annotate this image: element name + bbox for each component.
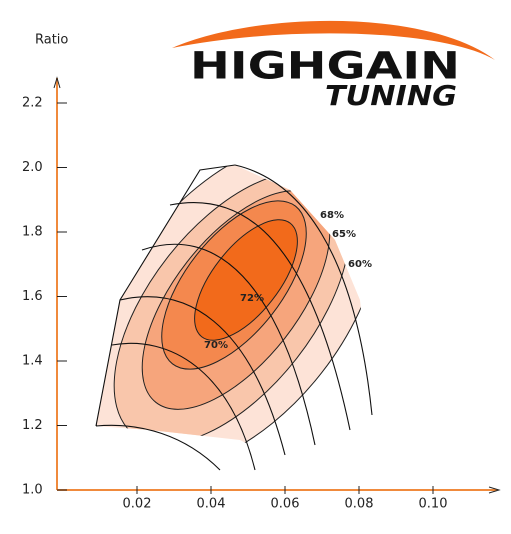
- y-tick-label: 1.6: [22, 289, 43, 304]
- logo-swoosh: [172, 20, 495, 60]
- axis-arrow: [53, 76, 61, 89]
- y-tick-label: 1.4: [22, 354, 43, 369]
- efficiency-label: 70%: [204, 340, 228, 351]
- y-axis-label: Ratio: [35, 33, 68, 48]
- y-tick-label: 1.0: [22, 483, 43, 498]
- surge-line: [95, 164, 236, 427]
- speed-line: [169, 201, 351, 431]
- logo: HIGHGAIN TUNING: [172, 20, 495, 112]
- logo-top: HIGHGAIN: [190, 45, 460, 88]
- speed-line: [111, 342, 256, 471]
- x-tick-label: 0.02: [123, 497, 152, 512]
- x-tick-label: 0.06: [271, 497, 300, 512]
- axes: 1.0 1.2 1.4 1.6 1.8 2.0 2.2 0.02 0.04 0.06 0.08 0.1…: [22, 76, 501, 512]
- speed-line: [119, 296, 286, 456]
- speed-line: [95, 424, 221, 471]
- x-tick-label: 0.04: [197, 497, 226, 512]
- y-tick-label: 2.2: [22, 96, 43, 111]
- x-tick-label: 0.10: [419, 497, 448, 512]
- y-tick-label: 1.8: [22, 225, 43, 240]
- efficiency-islands: [96, 165, 372, 470]
- logo-bottom: TUNING: [325, 79, 457, 112]
- speed-line: [141, 243, 316, 446]
- efficiency-label: 60%: [348, 259, 372, 270]
- axis-arrow: [488, 486, 501, 494]
- y-tick-label: 2.0: [22, 160, 43, 175]
- efficiency-label: 68%: [320, 210, 344, 221]
- efficiency-label: 72%: [240, 293, 264, 304]
- speed-lines: [95, 164, 373, 471]
- speed-line: [234, 164, 373, 416]
- y-tick-label: 1.2: [22, 418, 43, 433]
- efficiency-label: 65%: [332, 229, 356, 240]
- x-tick-label: 0.08: [345, 497, 374, 512]
